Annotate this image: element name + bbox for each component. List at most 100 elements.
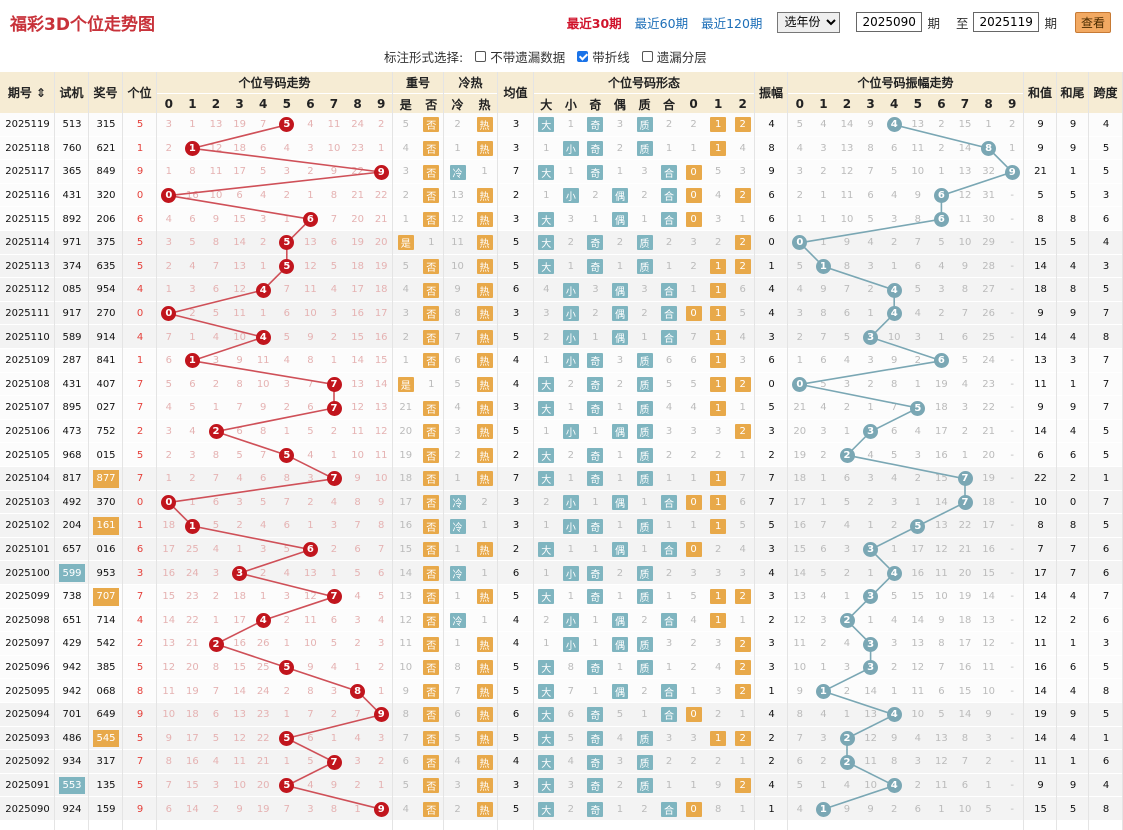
amp-omission: 5 (843, 331, 851, 343)
hotcold-omission: 6 (454, 709, 461, 721)
issue-cell: 2025099 (5, 591, 50, 603)
form-omission: 1 (567, 166, 574, 178)
header-amp-digit-5: 5 (913, 97, 922, 111)
to-issue-input[interactable] (973, 12, 1040, 32)
repeat-omission: 2 (402, 331, 409, 343)
ones-cell: 8 (136, 685, 144, 697)
trend-omission: 8 (212, 449, 220, 461)
amp-omission: 27 (982, 284, 995, 296)
amp-omission: 1 (914, 496, 921, 508)
draw-cell: 315 (96, 119, 116, 131)
header-issue[interactable]: 期号 ⇕ (0, 72, 55, 113)
repeat-omission: 7 (402, 732, 409, 744)
amp-omission: 1 (891, 544, 898, 556)
link-recent-60[interactable]: 最近60期 (634, 15, 689, 31)
trend-omission: 4 (307, 119, 314, 131)
trend-omission: 21 (186, 638, 199, 650)
checkbox-icon[interactable] (475, 50, 487, 62)
trend-omission: 4 (330, 284, 338, 296)
trend-omission: 15 (374, 355, 388, 367)
amp-omission: 3 (891, 638, 898, 650)
span-cell: 4 (1102, 237, 1110, 249)
trend-omission: 11 (233, 756, 246, 768)
route-mark: 1 (710, 117, 727, 133)
cold-mark: 冷 (449, 164, 466, 180)
amp-omission: 8 (961, 732, 969, 744)
year-select[interactable]: 选年份 (777, 11, 841, 33)
option-omission-layers[interactable]: 遗漏分层 (641, 47, 707, 66)
amp-omission: 10 (911, 709, 925, 721)
amp-omission: 3 (938, 284, 945, 296)
trend-omission: 16 (162, 567, 176, 579)
header-amp-digit-7: 7 (960, 97, 970, 111)
trend-omission: 8 (378, 520, 385, 532)
route-mark: 2 (734, 117, 751, 133)
column-divider (787, 72, 788, 830)
trend-ball: 4 (255, 329, 271, 345)
trend-omission: 10 (256, 378, 270, 390)
repeat-mark: 否 (423, 164, 440, 180)
checkbox-checked-icon[interactable] (577, 50, 589, 62)
form-omission: 2 (665, 237, 673, 249)
ones-cell: 9 (136, 166, 144, 178)
trend-omission: 9 (165, 732, 172, 744)
form-mark: 大 (538, 660, 555, 676)
trend-omission: 2 (165, 142, 172, 154)
amp-omission: 12 (911, 662, 925, 674)
amp-omission: 16 (935, 449, 948, 461)
trend-omission: 13 (351, 378, 364, 390)
trend-omission: 1 (260, 260, 267, 272)
trend-omission: 12 (351, 402, 364, 414)
span-cell: 6 (1102, 756, 1110, 768)
trend-omission: 16 (374, 331, 388, 343)
link-recent-30[interactable]: 最近30期 (566, 15, 622, 31)
query-button[interactable]: 查看 (1074, 11, 1111, 33)
issue-cell: 2025096 (5, 662, 50, 674)
form-omission: 2 (714, 237, 722, 249)
trend-omission: 18 (351, 260, 364, 272)
issue-cell: 2025101 (5, 544, 50, 556)
amp-omission: 1 (938, 166, 945, 178)
trend-omission: 11 (374, 449, 388, 461)
repeat-mark: 否 (423, 660, 440, 676)
tail-cell: 4 (1069, 260, 1077, 272)
form-mark: 奇 (587, 730, 604, 746)
form-mark: 质 (636, 518, 653, 534)
trend-omission: 2 (378, 119, 385, 131)
amp-omission: 5 (961, 355, 969, 367)
sum-cell: 12 (1034, 614, 1047, 626)
form-omission: 2 (690, 756, 697, 768)
trend-omission: 19 (186, 685, 199, 697)
header-amp-group: 个位号码振幅走势 (788, 72, 1024, 94)
tail-cell: 0 (1069, 496, 1077, 508)
column-divider (392, 72, 393, 830)
form-mark: 合 (661, 282, 678, 298)
form-omission: 1 (616, 591, 624, 603)
form-omission: 1 (616, 166, 624, 178)
issue-cell: 2025092 (5, 756, 50, 768)
issue-cell: 2025111 (5, 308, 50, 320)
amp-omission: 2 (938, 308, 945, 320)
trend-omission: 3 (165, 237, 172, 249)
repeat-omission: 1 (402, 355, 409, 367)
route-mark: 2 (734, 683, 751, 699)
amp-cell: 4 (768, 119, 775, 131)
avg-cell: 3 (512, 213, 520, 225)
amp-ball: 5 (910, 400, 926, 416)
route-mark: 0 (685, 164, 702, 180)
form-omission: 2 (543, 614, 550, 626)
form-mark: 偶 (611, 494, 628, 510)
trend-omission: 25 (256, 662, 270, 674)
issue-cell: 2025093 (5, 732, 50, 744)
option-no-omission[interactable]: 不带遗漏数据 (475, 47, 565, 66)
repeat-mark: 否 (423, 188, 440, 204)
form-omission: 1 (690, 142, 697, 154)
link-recent-120[interactable]: 最近120期 (701, 15, 763, 31)
from-issue-input[interactable] (856, 12, 923, 32)
option-polyline[interactable]: 带折线 (577, 47, 630, 66)
checkbox-icon[interactable] (641, 50, 653, 62)
header-digit-4: 4 (259, 97, 268, 111)
trial-cell: 924 (62, 803, 82, 815)
trend-omission: 15 (162, 591, 176, 603)
trend-omission: 1 (283, 756, 290, 768)
